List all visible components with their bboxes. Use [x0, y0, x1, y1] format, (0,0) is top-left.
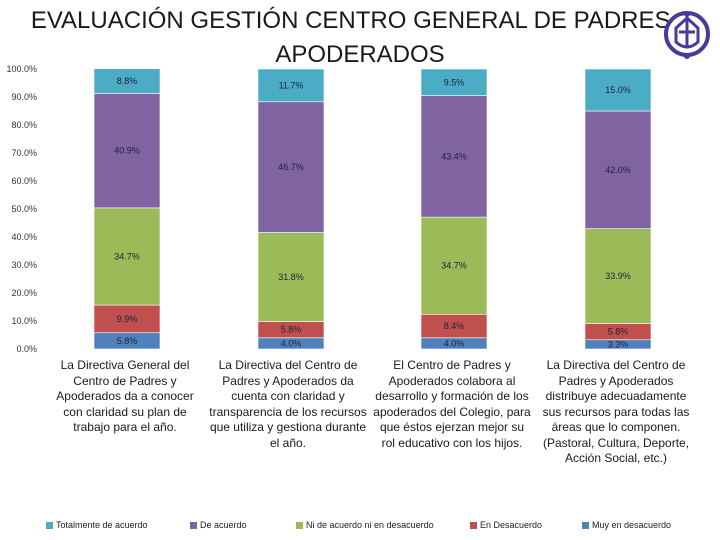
legend-item: Muy en desacuerdo	[582, 520, 671, 530]
y-tick-label: 10.0%	[11, 316, 37, 326]
legend-item: Ni de acuerdo ni en desacuerdo	[296, 520, 434, 530]
data-label: 15.0%	[605, 85, 631, 95]
data-label: 3.3%	[608, 339, 629, 349]
bar-segment	[584, 110, 652, 229]
bar-segment	[257, 101, 325, 233]
category-label-1: La Directiva General del Centro de Padre…	[56, 358, 194, 434]
data-label: 34.7%	[441, 261, 467, 271]
data-label: 9.9%	[117, 314, 138, 324]
bar-segment	[257, 232, 325, 322]
legend-item: En Desacuerdo	[470, 520, 542, 530]
legend-swatch	[582, 521, 589, 529]
legend-item: De acuerdo	[190, 520, 247, 530]
y-tick-label: 90.0%	[11, 92, 37, 102]
data-label: 43.4%	[441, 151, 467, 161]
y-tick-label: 20.0%	[11, 288, 37, 298]
school-crest-icon	[664, 11, 710, 59]
data-label: 8.4%	[444, 321, 465, 331]
bar-segment	[93, 207, 161, 306]
data-label: 34.7%	[114, 251, 140, 261]
chart-title: EVALUACIÓN GESTIÓN CENTRO GENERAL DE PAD…	[30, 7, 690, 68]
legend-swatch	[46, 521, 53, 529]
legend-label: Totalmente de acuerdo	[56, 520, 148, 530]
data-label: 46.7%	[278, 162, 304, 172]
bar-segment	[584, 68, 652, 112]
bar-segment	[93, 68, 161, 94]
y-tick-label: 0.0%	[16, 344, 37, 354]
data-label: 11.7%	[279, 80, 304, 90]
legend-label: De acuerdo	[200, 520, 247, 530]
y-tick-label: 100.0%	[6, 64, 37, 74]
category-label-2: La Directiva del Centro de Padres y Apod…	[209, 358, 367, 450]
data-label: 9.5%	[444, 77, 465, 87]
bar-segment	[93, 304, 161, 334]
y-tick-label: 40.0%	[11, 232, 37, 242]
category-label-3: El Centro de Padres y Apoderados colabor…	[373, 358, 531, 450]
data-label: 5.8%	[281, 325, 302, 335]
bar-segment	[584, 228, 652, 324]
legend-swatch	[470, 521, 477, 529]
legend-label: En Desacuerdo	[480, 520, 543, 530]
chart-legend: Totalmente de acuerdo De acuerdo Ni de acu…	[40, 520, 700, 534]
y-tick-label: 50.0%	[11, 204, 37, 214]
legend-label: Ni de acuerdo ni en desacuerdo	[306, 520, 434, 530]
data-label: 8.8%	[117, 76, 138, 86]
bar-segment	[93, 93, 161, 209]
data-label: 4.0%	[444, 338, 465, 348]
data-label: 5.8%	[608, 327, 629, 337]
y-tick-label: 30.0%	[11, 260, 37, 270]
data-label: 33.9%	[605, 271, 631, 281]
stacked-bar-chart: 0.0% 10.0% 20.0% 30.0% 40.0% 50.0% 60.0% 70.0% 8…	[6, 64, 652, 354]
bar-segment	[420, 95, 488, 218]
bar-segment	[420, 68, 488, 96]
category-label-4: La Directiva del Centro de Padres y Apod…	[542, 358, 690, 465]
y-tick-label: 60.0%	[11, 176, 37, 186]
data-label: 31.8%	[278, 272, 304, 282]
legend-swatch	[296, 521, 303, 529]
y-tick-label: 70.0%	[11, 148, 37, 158]
legend-swatch	[190, 521, 197, 529]
data-label: 40.9%	[114, 146, 140, 156]
bar-segment	[420, 216, 488, 315]
legend-label: Muy en desacuerdo	[592, 520, 672, 530]
data-label: 42.0%	[605, 165, 631, 175]
data-label: 4.0%	[281, 338, 302, 348]
y-tick-label: 80.0%	[11, 120, 37, 130]
bar-segment	[257, 68, 325, 103]
legend-item: Totalmente de acuerdo	[46, 520, 148, 530]
data-label: 5.8%	[117, 336, 138, 346]
